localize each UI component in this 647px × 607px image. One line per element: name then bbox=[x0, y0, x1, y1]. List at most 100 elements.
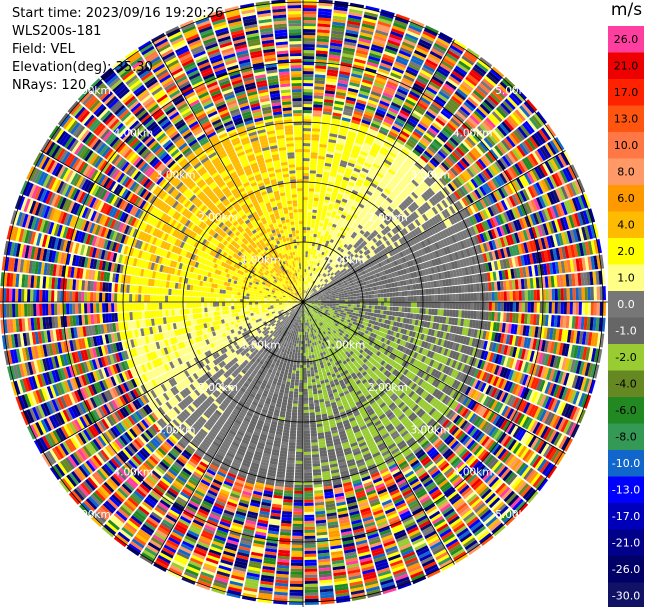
velocity-gate bbox=[391, 28, 405, 36]
velocity-gate bbox=[344, 35, 358, 41]
velocity-gate bbox=[329, 298, 333, 301]
velocity-gate bbox=[309, 182, 315, 186]
velocity-gate bbox=[303, 293, 304, 296]
velocity-gate bbox=[307, 257, 310, 261]
velocity-gate bbox=[374, 79, 386, 86]
velocity-gate bbox=[319, 257, 323, 261]
velocity-gate bbox=[330, 39, 343, 44]
velocity-gate bbox=[327, 145, 336, 150]
velocity-gate bbox=[331, 260, 335, 265]
velocity-gate bbox=[333, 230, 338, 235]
velocity-gate bbox=[305, 260, 308, 264]
velocity-gate bbox=[321, 214, 326, 218]
velocity-gate bbox=[322, 239, 327, 243]
velocity-gate bbox=[416, 289, 420, 296]
velocity-gate bbox=[317, 158, 325, 163]
velocity-gate bbox=[403, 312, 408, 318]
velocity-gate bbox=[470, 302, 474, 310]
velocity-gate bbox=[323, 223, 328, 228]
velocity-gate bbox=[451, 95, 463, 106]
velocity-gate bbox=[323, 304, 327, 306]
velocity-gate bbox=[420, 96, 431, 105]
velocity-gate bbox=[313, 233, 317, 238]
velocity-gate bbox=[341, 157, 349, 162]
velocity-gate bbox=[356, 195, 363, 201]
velocity-gate bbox=[431, 302, 435, 309]
velocity-gate bbox=[345, 32, 359, 38]
velocity-gate bbox=[404, 302, 408, 307]
velocity-gate bbox=[326, 247, 330, 252]
velocity-gate bbox=[307, 278, 310, 282]
velocity-gate bbox=[305, 278, 307, 282]
velocity-gate bbox=[463, 52, 477, 64]
velocity-gate bbox=[315, 68, 326, 73]
velocity-gate bbox=[382, 121, 392, 128]
velocity-gate bbox=[533, 289, 537, 301]
velocity-gate bbox=[329, 51, 341, 56]
velocity-gate bbox=[303, 131, 311, 135]
velocity-gate bbox=[335, 146, 344, 152]
velocity-gate bbox=[406, 66, 419, 75]
velocity-gate bbox=[401, 148, 410, 156]
velocity-gate bbox=[363, 142, 372, 149]
velocity-gate bbox=[560, 302, 564, 314]
velocity-gate bbox=[309, 239, 313, 243]
velocity-gate bbox=[314, 71, 326, 76]
velocity-gate bbox=[365, 308, 369, 312]
velocity-gate bbox=[307, 269, 310, 273]
velocity-gate bbox=[377, 293, 381, 298]
velocity-gate bbox=[309, 260, 312, 264]
velocity-gate bbox=[322, 226, 327, 231]
velocity-gate bbox=[389, 302, 393, 307]
velocity-gate bbox=[330, 256, 335, 261]
velocity-gate bbox=[417, 141, 427, 150]
velocity-gate bbox=[362, 165, 371, 171]
velocity-gate bbox=[331, 167, 338, 172]
velocity-gate bbox=[391, 146, 401, 153]
velocity-gate bbox=[327, 206, 333, 211]
velocity-gate bbox=[356, 304, 360, 308]
velocity-gate bbox=[395, 13, 410, 22]
velocity-gate bbox=[407, 307, 411, 313]
velocity-gate bbox=[447, 100, 459, 110]
velocity-gate bbox=[521, 302, 525, 313]
velocity-gate bbox=[360, 84, 372, 91]
velocity-gate bbox=[348, 14, 362, 20]
velocity-gate bbox=[316, 41, 329, 46]
velocity-gate bbox=[394, 173, 403, 181]
velocity-gate bbox=[304, 290, 306, 294]
velocity-gate bbox=[315, 182, 321, 187]
velocity-gate bbox=[346, 311, 350, 315]
velocity-gate bbox=[348, 221, 354, 227]
velocity-gate bbox=[473, 292, 477, 301]
velocity-gate bbox=[378, 18, 393, 25]
velocity-gate bbox=[427, 108, 438, 117]
velocity-gate bbox=[361, 119, 371, 126]
velocity-gate bbox=[343, 219, 349, 224]
velocity-gate bbox=[350, 76, 362, 82]
velocity-gate bbox=[503, 291, 507, 301]
velocity-gate bbox=[359, 173, 367, 179]
velocity-gate bbox=[322, 265, 326, 270]
velocity-gate bbox=[327, 234, 332, 239]
velocity-gate bbox=[340, 185, 347, 190]
velocity-gate bbox=[374, 114, 384, 121]
velocity-gate bbox=[343, 108, 353, 114]
velocity-gate bbox=[343, 243, 348, 249]
velocity-gate bbox=[430, 78, 443, 88]
velocity-gate bbox=[385, 45, 399, 53]
velocity-gate bbox=[428, 308, 432, 315]
velocity-gate bbox=[408, 117, 418, 126]
velocity-gate bbox=[425, 302, 429, 308]
velocity-gate bbox=[321, 268, 324, 272]
velocity-gate bbox=[350, 291, 354, 295]
velocity-gate bbox=[329, 297, 333, 299]
velocity-gate bbox=[324, 165, 331, 170]
velocity-gate bbox=[303, 26, 316, 30]
velocity-gate bbox=[406, 30, 420, 39]
velocity-gate bbox=[336, 212, 342, 217]
velocity-gate bbox=[342, 176, 350, 182]
velocity-gate bbox=[404, 291, 408, 296]
velocity-gate bbox=[363, 14, 378, 21]
velocity-gate bbox=[368, 291, 372, 295]
